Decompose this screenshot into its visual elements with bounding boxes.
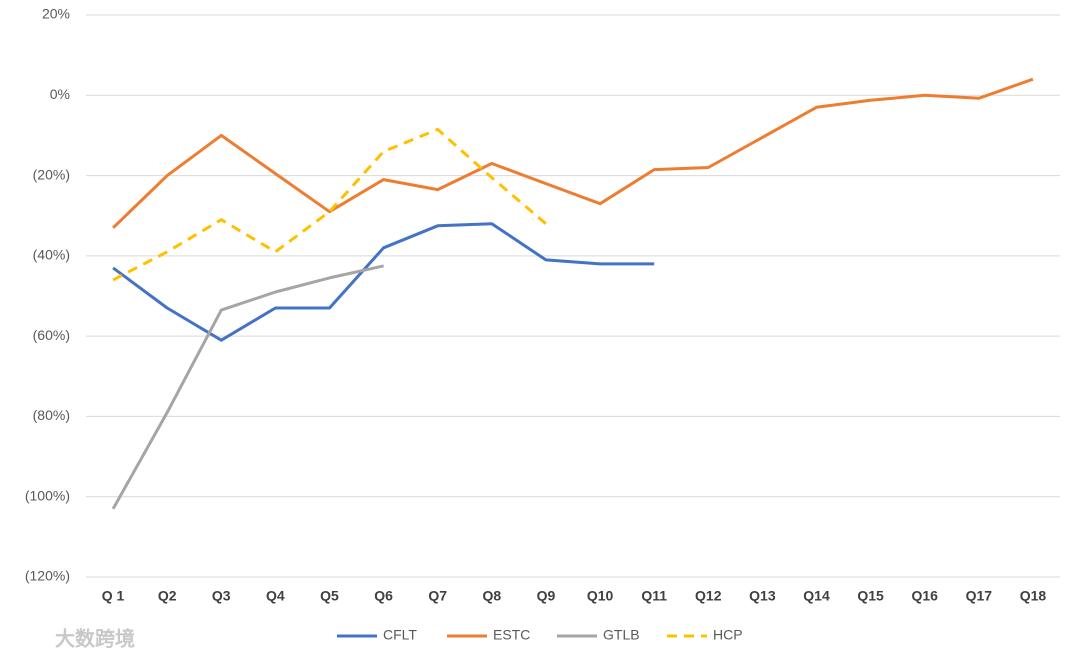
y-tick-label: 0% xyxy=(50,86,70,102)
x-tick-label: Q8 xyxy=(482,588,501,604)
x-tick-label: Q17 xyxy=(966,588,993,604)
series-line xyxy=(111,264,384,510)
x-tick-label: Q13 xyxy=(749,588,776,604)
legend-label: CFLT xyxy=(383,627,417,643)
y-tick-label: (80%) xyxy=(33,407,70,423)
x-tick-label: Q3 xyxy=(212,588,231,604)
x-tick-label: Q2 xyxy=(158,588,177,604)
series-line xyxy=(112,77,1034,229)
y-tick-label: (120%) xyxy=(25,568,70,584)
x-tick-label: Q 1 xyxy=(102,588,125,604)
x-tick-label: Q10 xyxy=(587,588,614,604)
x-tick-label: Q4 xyxy=(266,588,285,604)
y-tick-label: (40%) xyxy=(33,247,70,263)
x-tick-label: Q5 xyxy=(320,588,339,604)
series-line xyxy=(112,127,547,282)
x-tick-label: Q9 xyxy=(537,588,556,604)
x-tick-label: Q15 xyxy=(857,588,884,604)
series-line xyxy=(112,222,655,342)
y-tick-label: (20%) xyxy=(33,166,70,182)
y-tick-label: (100%) xyxy=(25,487,70,503)
x-tick-label: Q14 xyxy=(803,588,830,604)
x-tick-label: Q18 xyxy=(1020,588,1047,604)
y-tick-label: (60%) xyxy=(33,327,70,343)
x-tick-label: Q7 xyxy=(428,588,447,604)
x-tick-label: Q11 xyxy=(641,588,667,604)
legend-label: GTLB xyxy=(603,627,640,643)
x-tick-label: Q16 xyxy=(911,588,938,604)
y-tick-label: 20% xyxy=(42,6,70,22)
legend-label: ESTC xyxy=(493,627,530,643)
legend-label: HCP xyxy=(713,627,743,643)
watermark: 大数跨境 xyxy=(55,626,135,650)
x-tick-label: Q6 xyxy=(374,588,393,604)
x-tick-label: Q12 xyxy=(695,588,722,604)
